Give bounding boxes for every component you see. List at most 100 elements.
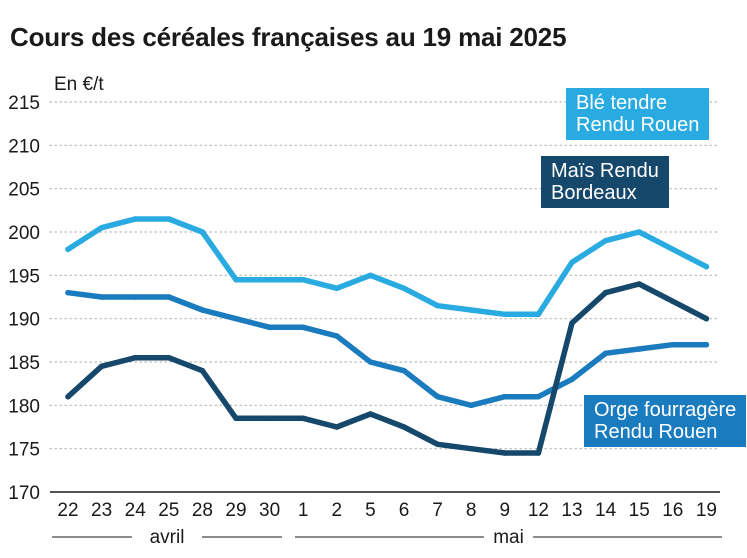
series-line	[65, 281, 710, 456]
data-point	[233, 415, 239, 422]
x-tick-label: 23	[91, 500, 112, 521]
data-point	[502, 393, 508, 400]
y-tick-label: 215	[8, 93, 40, 114]
series-label-line: Rendu Rouen	[594, 421, 718, 443]
data-point	[199, 307, 206, 313]
data-point	[703, 315, 710, 322]
data-point	[468, 402, 474, 409]
x-tick-label: 13	[561, 500, 582, 521]
data-point	[266, 276, 273, 283]
data-point	[166, 354, 172, 361]
x-tick-label: 14	[595, 500, 617, 521]
x-tick-label: 8	[466, 500, 477, 521]
data-point	[132, 354, 138, 361]
data-point	[569, 376, 575, 383]
y-tick-label: 185	[8, 353, 40, 374]
data-point	[401, 424, 407, 430]
series-line	[65, 289, 710, 409]
series-label: Maïs Rendu Bordeaux	[541, 156, 669, 208]
data-point	[334, 333, 340, 339]
data-point	[401, 285, 407, 292]
data-point	[602, 237, 609, 244]
x-tick-label: 16	[662, 500, 683, 521]
month-labels: avril mai	[52, 527, 722, 548]
data-point	[602, 350, 609, 357]
x-tick-label: 25	[158, 500, 179, 521]
data-point	[569, 259, 575, 266]
series-label-line: Blé tendre	[576, 92, 668, 114]
data-point	[636, 281, 642, 287]
y-tick-label: 210	[8, 136, 40, 157]
data-point	[98, 294, 105, 300]
y-tick-label: 175	[8, 440, 40, 461]
y-tick-label: 180	[8, 396, 40, 417]
data-point	[300, 324, 306, 331]
y-tick-label: 195	[8, 266, 40, 287]
data-point	[98, 363, 105, 370]
x-tick-label: 2	[332, 500, 343, 521]
data-point	[199, 367, 206, 374]
chart-title: Cours des céréales françaises au 19 mai …	[10, 22, 567, 52]
data-point	[266, 415, 273, 422]
data-point	[535, 450, 542, 456]
data-point	[65, 393, 71, 400]
data-point	[233, 276, 239, 283]
x-tick-label: 29	[225, 500, 246, 521]
series-layer	[65, 216, 710, 456]
data-point	[166, 216, 172, 222]
data-point	[535, 311, 542, 318]
data-point	[569, 320, 575, 326]
data-point	[98, 224, 105, 231]
series-label-line: Orge fourragère	[594, 399, 737, 421]
data-point	[132, 216, 138, 222]
x-tick-labels: 22 23 24 25 28 29 30 1 2 5 6 7 8 9 12 13 14 15 16 19	[57, 500, 717, 521]
data-point	[703, 341, 710, 348]
data-point	[670, 298, 676, 305]
data-point	[401, 367, 407, 374]
data-point	[636, 229, 642, 235]
data-point	[367, 272, 374, 279]
data-point	[434, 302, 441, 309]
x-tick-label: 12	[528, 500, 549, 521]
x-tick-label: 6	[399, 500, 410, 521]
month-label: mai	[493, 527, 524, 548]
data-point	[670, 341, 676, 348]
data-point	[602, 289, 609, 296]
series-label: Orge fourragère Rendu Rouen	[584, 395, 747, 447]
data-point	[670, 246, 676, 253]
month-label: avril	[150, 527, 185, 548]
y-tick-labels: 170 175 180 185 190 195 200 205 210 215	[8, 93, 40, 504]
data-point	[166, 294, 172, 300]
x-tick-label: 30	[259, 500, 280, 521]
data-point	[468, 445, 474, 452]
y-tick-label: 190	[8, 310, 40, 331]
data-point	[468, 307, 474, 313]
y-tick-label: 170	[8, 483, 40, 504]
x-tick-label: 22	[57, 500, 78, 521]
x-tick-label: 9	[500, 500, 511, 521]
y-axis-label: En €/t	[54, 74, 104, 95]
data-point	[266, 324, 273, 331]
grid-layer	[49, 101, 721, 450]
data-point	[199, 229, 206, 235]
data-point	[367, 359, 374, 365]
data-point	[502, 311, 508, 318]
series-line	[65, 216, 710, 318]
data-point	[367, 411, 374, 417]
x-tick-label: 19	[696, 500, 717, 521]
data-point	[300, 415, 306, 422]
x-tick-label: 24	[125, 500, 147, 521]
x-tick-label: 1	[298, 500, 309, 521]
series-label-line: Rendu Rouen	[576, 114, 700, 136]
data-point	[434, 393, 441, 400]
data-point	[132, 294, 138, 300]
data-point	[233, 315, 239, 322]
x-tick-label: 28	[192, 500, 213, 521]
series-label: Blé tendre Rendu Rouen	[566, 88, 710, 140]
data-point	[636, 346, 642, 352]
data-point	[334, 285, 340, 292]
data-point	[535, 393, 542, 400]
x-tick-label: 5	[365, 500, 376, 521]
data-point	[703, 263, 710, 270]
